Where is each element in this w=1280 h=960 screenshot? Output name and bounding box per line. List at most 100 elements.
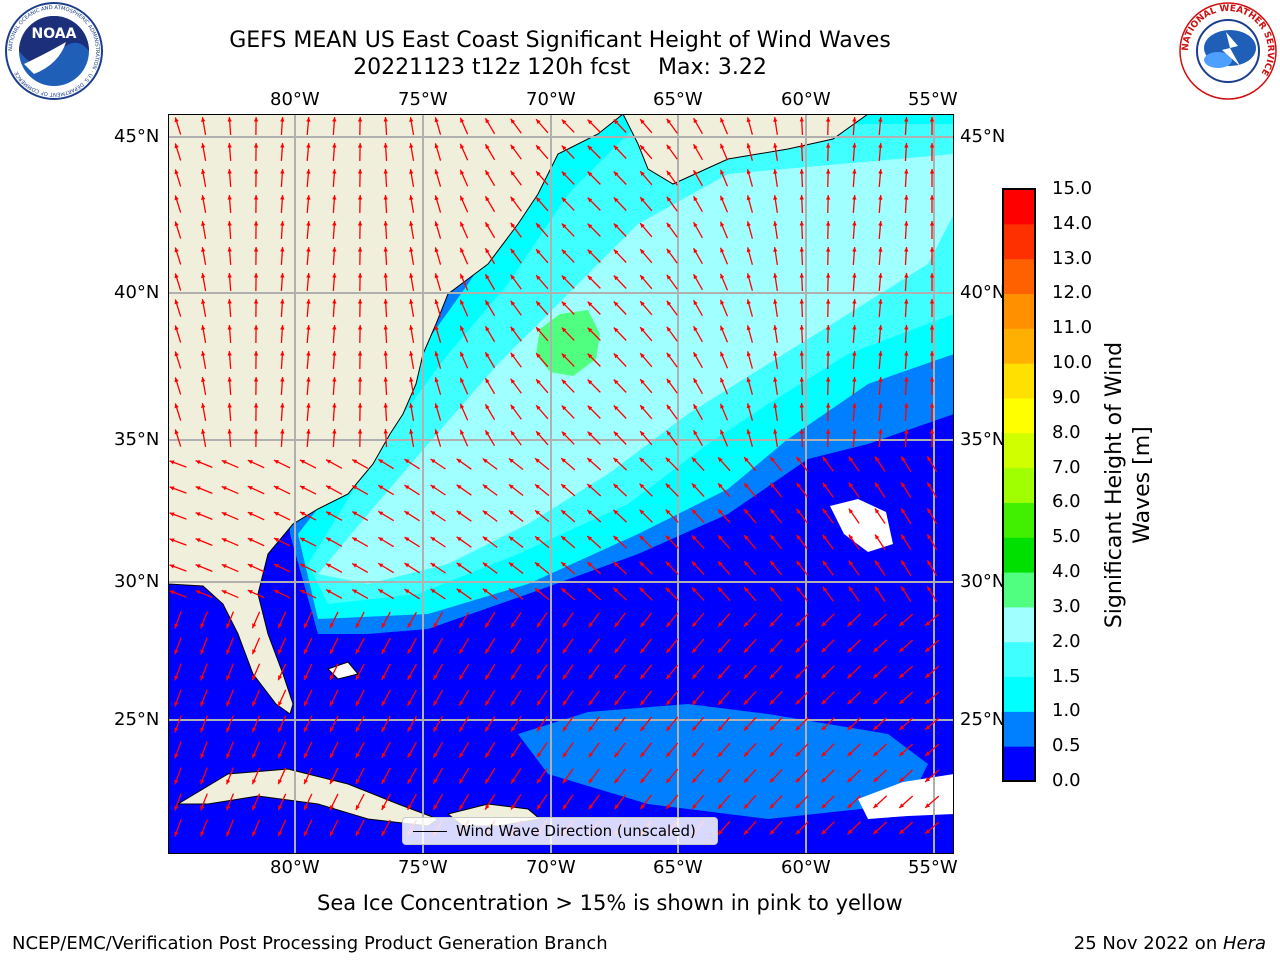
wave-direction-arrow	[795, 534, 809, 550]
wave-direction-arrow	[848, 586, 860, 602]
wave-direction-arrow	[929, 116, 935, 136]
wave-direction-arrow	[201, 299, 207, 317]
wave-direction-arrow	[357, 168, 363, 188]
wave-direction-arrow	[534, 587, 550, 601]
wave-direction-arrow	[746, 351, 754, 369]
wave-direction-arrow	[666, 300, 678, 316]
wave-direction-arrow	[929, 272, 935, 292]
wave-direction-arrow	[200, 741, 208, 759]
wave-direction-arrow	[852, 246, 857, 266]
wave-direction-arrow	[273, 459, 291, 469]
wave-direction-arrow	[746, 299, 754, 317]
wave-direction-arrow	[306, 168, 311, 188]
wave-direction-arrow	[227, 142, 232, 162]
wave-direction-arrow	[355, 611, 365, 629]
colorbar-tick-label: 3.0	[1052, 595, 1081, 617]
wave-direction-arrow	[351, 510, 369, 522]
wave-direction-arrow	[383, 194, 388, 214]
wave-direction-arrow	[459, 377, 469, 395]
wave-direction-arrow	[434, 169, 442, 187]
wave-direction-arrow	[484, 195, 496, 213]
wave-direction-arrow	[174, 611, 182, 629]
wave-direction-arrow	[743, 820, 757, 836]
colorbar	[1002, 188, 1036, 782]
wave-direction-arrow	[458, 715, 470, 733]
wave-direction-arrow	[746, 377, 754, 395]
wave-direction-arrow	[878, 350, 883, 370]
wave-direction-arrow	[458, 767, 470, 785]
wave-direction-arrow	[904, 220, 909, 240]
wave-direction-arrow	[251, 741, 261, 759]
wave-direction-arrow	[253, 350, 259, 370]
wave-direction-arrow	[409, 325, 415, 343]
wave-direction-arrow	[534, 509, 550, 523]
wave-direction-arrow	[409, 195, 415, 213]
wave-direction-arrow	[746, 143, 754, 161]
wave-direction-arrow	[459, 299, 469, 317]
wave-direction-arrow	[508, 483, 524, 497]
wave-direction-arrow	[588, 612, 600, 628]
wave-direction-arrow	[717, 638, 731, 654]
lon-label-bottom: 55°W	[908, 857, 958, 878]
wave-direction-arrow	[201, 403, 207, 421]
wave-direction-arrow	[174, 169, 182, 187]
wave-direction-arrow	[174, 403, 182, 421]
wave-direction-arrow	[852, 168, 857, 188]
wave-direction-arrow	[247, 537, 265, 547]
wave-direction-arrow	[536, 768, 548, 784]
lat-label-left: 35°N	[114, 429, 160, 450]
wave-direction-arrow	[773, 429, 778, 447]
wave-direction-arrow	[456, 510, 472, 522]
wave-direction-arrow	[639, 561, 653, 575]
wave-direction-arrow	[510, 300, 522, 316]
wave-direction-arrow	[586, 587, 602, 601]
wave-direction-arrow	[432, 715, 444, 733]
wave-direction-arrow	[329, 637, 339, 655]
wave-direction-arrow	[825, 116, 831, 136]
wave-direction-arrow	[587, 197, 601, 211]
wave-direction-arrow	[825, 168, 831, 188]
wave-direction-arrow	[588, 638, 600, 654]
lat-label-right: 40°N	[960, 282, 1006, 303]
wave-direction-arrow	[329, 793, 339, 811]
wave-direction-arrow	[508, 457, 524, 471]
wave-direction-arrow	[926, 559, 938, 577]
wave-direction-arrow	[613, 353, 627, 367]
wave-direction-arrow	[852, 402, 857, 422]
wave-direction-arrow	[200, 637, 208, 655]
wave-direction-arrow	[929, 428, 935, 448]
wave-direction-arrow	[169, 564, 187, 572]
wave-direction-arrow	[587, 327, 601, 341]
wave-direction-arrow	[878, 220, 883, 240]
wave-direction-arrow	[510, 638, 522, 654]
colorbar-segment	[1003, 189, 1035, 225]
wave-direction-arrow	[535, 404, 549, 420]
wave-direction-arrow	[174, 273, 182, 291]
wave-direction-arrow	[280, 350, 285, 370]
wave-direction-arrow	[508, 535, 524, 549]
wave-direction-arrow	[332, 324, 337, 344]
wave-direction-arrow	[878, 376, 883, 396]
wave-direction-arrow	[306, 220, 311, 240]
wave-direction-arrow	[332, 194, 337, 214]
lat-label-left: 25°N	[114, 709, 160, 730]
wave-direction-arrow	[484, 612, 496, 628]
wave-direction-arrow	[588, 794, 600, 810]
wave-direction-arrow	[719, 377, 729, 395]
wave-direction-arrow	[691, 664, 705, 680]
wave-direction-arrow	[717, 482, 731, 498]
wave-direction-arrow	[665, 612, 679, 628]
wave-direction-arrow	[639, 664, 653, 680]
wave-direction-arrow	[613, 431, 627, 445]
colorbar-tick-label: 1.5	[1052, 665, 1081, 687]
wave-direction-arrow	[381, 715, 391, 733]
wave-direction-arrow	[639, 768, 653, 784]
wave-direction-arrow	[251, 715, 261, 733]
wave-direction-arrow	[409, 117, 415, 135]
wave-direction-arrow	[825, 350, 831, 370]
wave-direction-arrow	[904, 428, 909, 448]
wave-direction-arrow	[456, 458, 472, 470]
wave-direction-arrow	[253, 324, 259, 344]
wave-direction-arrow	[612, 587, 628, 601]
wave-direction-arrow	[357, 324, 363, 344]
